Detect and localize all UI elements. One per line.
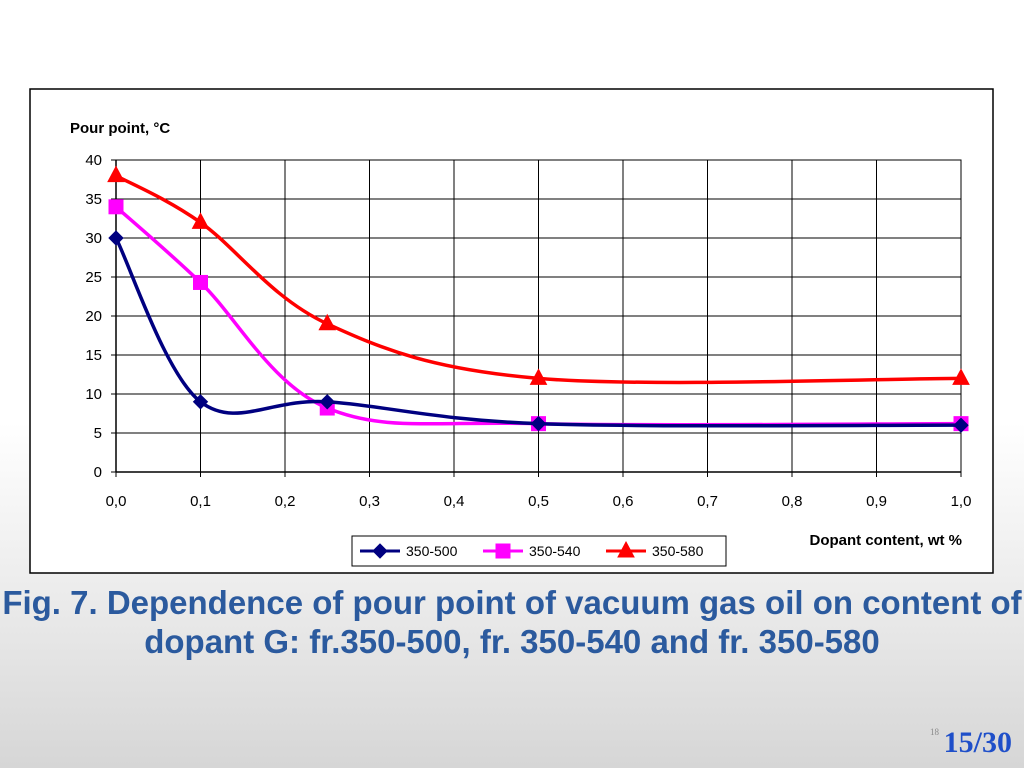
series-350-580	[107, 165, 970, 385]
legend: 350-500 350-540 350-580	[351, 535, 727, 567]
series-layer	[107, 165, 970, 433]
data-point	[107, 165, 125, 183]
data-point	[192, 394, 209, 410]
y-tick-label: 30	[85, 230, 102, 247]
legend-item-350-500: 350-500	[360, 543, 458, 559]
chart: 0 5 10 15 20 25 30 35 40 0,0 0,1 0,2 0,3 0,4 0,5 0,6 0,7…	[29, 88, 994, 574]
x-tick-label: 0,0	[106, 493, 127, 510]
x-tick-label: 0,6	[613, 493, 634, 510]
slide-small-number: 18	[930, 727, 939, 737]
y-tick-label: 0	[94, 464, 102, 481]
legend-item-350-540: 350-540	[483, 543, 581, 559]
y-tick-label: 10	[85, 386, 102, 403]
data-point	[952, 368, 970, 385]
x-tick-label: 0,4	[444, 493, 465, 510]
legend-item-350-580: 350-580	[606, 540, 704, 559]
legend-label: 350-580	[652, 543, 704, 559]
y-tick-label: 25	[85, 269, 102, 286]
data-point	[530, 415, 547, 432]
series-line	[114, 237, 962, 428]
x-tick-label: 0,3	[359, 493, 380, 510]
data-point	[953, 417, 969, 433]
series-350-500	[108, 230, 969, 433]
y-tick-label: 40	[85, 152, 102, 169]
x-tick-label: 0,1	[190, 493, 211, 510]
legend-label: 350-500	[406, 543, 458, 559]
x-tick-label: 0,7	[697, 493, 718, 510]
x-axis-title: Dopant content, wt %	[810, 532, 963, 549]
data-point	[193, 274, 208, 290]
data-point	[191, 212, 210, 229]
x-tick-label: 0,9	[866, 493, 887, 510]
legend-label: 350-540	[529, 543, 581, 559]
data-point	[319, 394, 335, 410]
legend-marker	[495, 543, 511, 559]
data-point	[318, 313, 337, 331]
x-tick-label: 1,0	[951, 493, 972, 510]
y-tick-label: 20	[85, 308, 102, 325]
grid-lines	[115, 159, 962, 473]
y-tick-label: 35	[85, 191, 102, 208]
legend-marker	[372, 543, 388, 559]
legend-box	[351, 535, 727, 567]
data-point	[108, 199, 124, 215]
axes: 0 5 10 15 20 25 30 35 40 0,0 0,1 0,2 0,3 0,4 0,5 0,6 0,7…	[85, 152, 971, 510]
y-tick-label: 5	[94, 425, 102, 442]
figure-caption: Fig. 7. Dependence of pour point of vacu…	[2, 584, 1022, 660]
x-tick-label: 0,2	[275, 493, 296, 510]
x-tick-label: 0,8	[782, 493, 803, 510]
data-point	[108, 230, 124, 246]
data-point	[529, 368, 548, 385]
legend-marker	[617, 540, 635, 558]
slide-number: 15/30	[943, 726, 1012, 759]
x-tick-label: 0,5	[528, 493, 549, 510]
y-axis-title: Pour point, °C	[70, 120, 170, 137]
y-tick-label: 15	[85, 347, 102, 364]
